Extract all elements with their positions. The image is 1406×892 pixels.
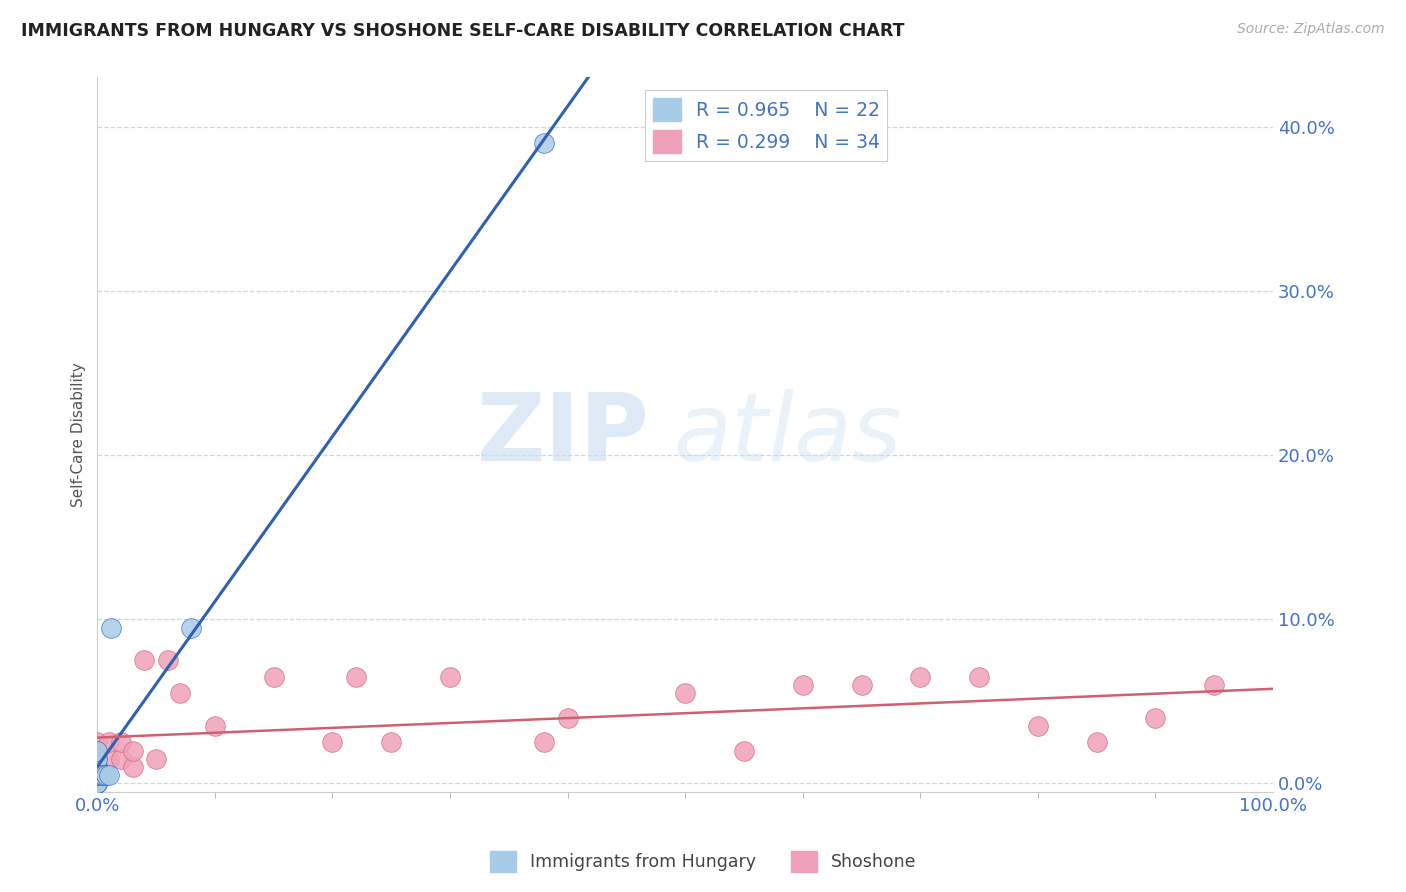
Point [86, 760, 108, 774]
Legend: Immigrants from Hungary, Shoshone: Immigrants from Hungary, Shoshone [484, 844, 922, 879]
Point [86, 752, 108, 766]
Point [533, 735, 555, 749]
Point [98, 768, 121, 782]
Point [439, 670, 461, 684]
Point [145, 752, 167, 766]
Y-axis label: Self-Care Disability: Self-Care Disability [72, 362, 86, 507]
Point [673, 686, 696, 700]
Point [90, 768, 112, 782]
Point [86, 752, 108, 766]
Point [204, 719, 226, 733]
Text: ZIP: ZIP [477, 389, 650, 481]
Text: atlas: atlas [673, 389, 901, 480]
Point [100, 620, 122, 634]
Point [1026, 719, 1049, 733]
Point [86, 760, 108, 774]
Point [121, 760, 143, 774]
Point [86, 760, 108, 774]
Point [98, 752, 121, 766]
Point [1204, 678, 1226, 692]
Point [94, 768, 117, 782]
Point [344, 670, 367, 684]
Point [851, 678, 873, 692]
Point [134, 653, 156, 667]
Point [180, 620, 202, 634]
Point [380, 735, 402, 749]
Point [86, 768, 108, 782]
Point [1085, 735, 1108, 749]
Point [1144, 711, 1167, 725]
Point [533, 136, 555, 150]
Legend: R = 0.965    N = 22, R = 0.299    N = 34: R = 0.965 N = 22, R = 0.299 N = 34 [645, 90, 887, 161]
Point [156, 653, 179, 667]
Point [86, 744, 108, 758]
Point [967, 670, 990, 684]
Point [110, 735, 132, 749]
Point [86, 776, 108, 790]
Point [263, 670, 285, 684]
Point [86, 760, 108, 774]
Point [121, 744, 143, 758]
Point [86, 768, 108, 782]
Point [557, 711, 579, 725]
Point [86, 744, 108, 758]
Point [733, 744, 755, 758]
Text: Source: ZipAtlas.com: Source: ZipAtlas.com [1237, 22, 1385, 37]
Point [86, 768, 108, 782]
Point [86, 776, 108, 790]
Point [86, 776, 108, 790]
Text: IMMIGRANTS FROM HUNGARY VS SHOSHONE SELF-CARE DISABILITY CORRELATION CHART: IMMIGRANTS FROM HUNGARY VS SHOSHONE SELF… [21, 22, 904, 40]
Point [169, 686, 191, 700]
Point [98, 735, 121, 749]
Point [110, 752, 132, 766]
Point [86, 776, 108, 790]
Point [86, 735, 108, 749]
Point [321, 735, 343, 749]
Point [91, 768, 114, 782]
Point [792, 678, 814, 692]
Point [910, 670, 932, 684]
